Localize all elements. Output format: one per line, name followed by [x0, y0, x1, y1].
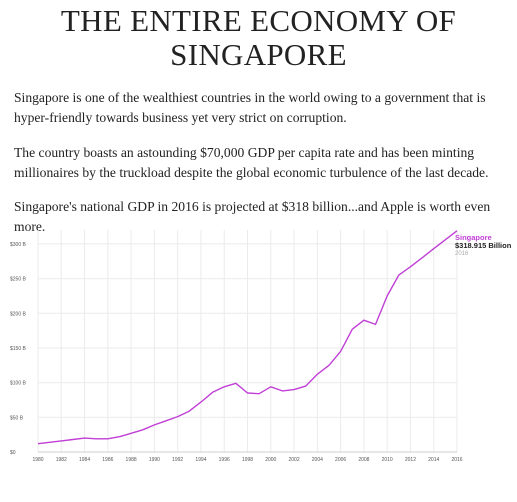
intro-paragraph: Singapore is one of the wealthiest count… — [14, 90, 486, 125]
x-tick-label: 2006 — [335, 457, 346, 463]
page-title: THE ENTIRE ECONOMY OF SINGAPORE — [60, 3, 457, 72]
series-end-label: Singapore $318.915 Billion 2016 — [455, 233, 512, 257]
gdp-per-capita-paragraph: The country boasts an astounding $70,000… — [14, 145, 489, 180]
x-tick-label: 2016 — [451, 457, 462, 463]
x-tick-label: 2002 — [288, 457, 299, 463]
series-value-label: $318.915 Billion — [455, 241, 512, 250]
y-axis-ticks: $0 $50 B $100 B $150 B $200 B $250 B $300 B — [10, 242, 27, 456]
y-tick-label: $50 B — [10, 415, 24, 421]
series-name-label: Singapore — [455, 233, 492, 242]
y-tick-label: $300 B — [10, 242, 27, 248]
x-tick-label: 2000 — [265, 457, 276, 463]
x-tick-label: 1988 — [126, 457, 137, 463]
chart-grid — [37, 230, 458, 453]
x-tick-label: 1990 — [149, 457, 160, 463]
gdp-line-chart: $0 $50 B $100 B $150 B $200 B $250 B $300 B 19… — [10, 230, 512, 463]
y-tick-label: $0 — [10, 450, 16, 456]
x-tick-label: 1992 — [172, 457, 183, 463]
x-axis-ticks: 1980 1982 1984 1986 1988 1990 1992 1994 1996 1998… — [32, 457, 462, 463]
y-tick-label: $200 B — [10, 311, 27, 317]
x-tick-label: 1994 — [195, 457, 206, 463]
x-tick-label: 1986 — [102, 457, 113, 463]
x-tick-label: 2012 — [405, 457, 416, 463]
x-tick-label: 1984 — [79, 457, 90, 463]
x-tick-label: 2008 — [358, 457, 369, 463]
x-tick-label: 1996 — [219, 457, 230, 463]
x-tick-label: 1980 — [32, 457, 43, 463]
x-tick-label: 1998 — [242, 457, 253, 463]
y-tick-label: $250 B — [10, 277, 27, 283]
x-tick-label: 2004 — [312, 457, 323, 463]
x-tick-label: 1982 — [56, 457, 67, 463]
series-line-singapore — [37, 230, 458, 445]
x-tick-label: 2010 — [382, 457, 393, 463]
series-year-label: 2016 — [455, 251, 469, 257]
y-tick-label: $100 B — [10, 381, 27, 387]
y-tick-label: $150 B — [10, 346, 27, 352]
x-tick-label: 2014 — [428, 457, 439, 463]
national-gdp-paragraph: Singapore's national GDP in 2016 is proj… — [14, 199, 491, 234]
chart-series — [37, 230, 458, 445]
